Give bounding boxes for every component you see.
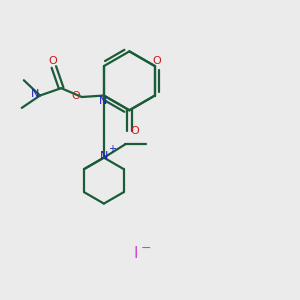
Text: O: O — [48, 56, 57, 66]
Text: N: N — [99, 96, 107, 106]
Text: N: N — [100, 151, 108, 161]
Text: I: I — [133, 246, 137, 261]
Text: O: O — [130, 126, 139, 136]
Text: N: N — [31, 89, 39, 99]
Text: O: O — [71, 91, 80, 100]
Text: O: O — [152, 56, 161, 66]
Text: +: + — [108, 144, 116, 154]
Text: −: − — [140, 242, 151, 255]
